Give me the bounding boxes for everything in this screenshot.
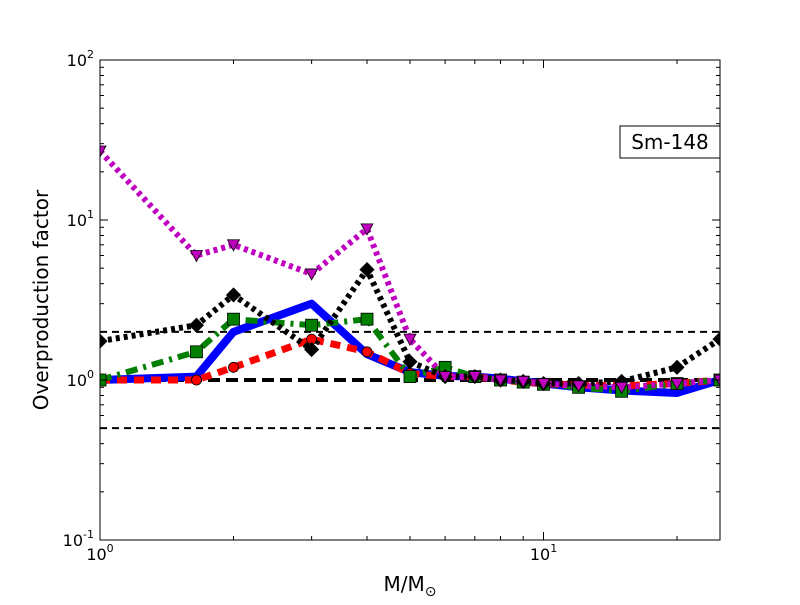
y-tick-label-1-base: 10 <box>67 211 87 230</box>
data-point-series-2-2 <box>191 374 202 386</box>
data-point-series-5-7 <box>438 371 452 384</box>
data-point-series-5-11 <box>536 378 551 391</box>
data-point-series-5-4 <box>304 268 319 281</box>
data-point-series-4-5 <box>359 262 375 278</box>
y-tick-label-0: 100 <box>67 368 94 390</box>
x-axis-label-main: M/M <box>384 572 425 596</box>
y-tick-label-0-exponent: 0 <box>87 368 94 381</box>
y-tick-label-2-exponent: 2 <box>87 48 94 61</box>
plot-background <box>100 60 720 540</box>
annotation-box: Sm-148 <box>619 125 721 159</box>
data-point-series-4-15 <box>712 331 720 347</box>
y-tick-label-2-base: 10 <box>67 51 87 70</box>
data-point-series-5-5 <box>360 223 374 236</box>
data-point-series-4-4 <box>304 341 320 358</box>
x-tick-label-1-base: 10 <box>530 545 550 564</box>
data-point-series-3-3 <box>227 312 240 326</box>
data-point-series-5-3 <box>226 239 241 252</box>
y-tick-label--1-exponent: -1 <box>83 528 94 541</box>
data-point-series-5-6 <box>403 333 417 346</box>
x-tick-label-0-base: 10 <box>86 545 106 564</box>
data-point-series-5-8 <box>468 371 482 384</box>
annotation-frame <box>619 125 721 159</box>
data-point-series-5-10 <box>516 376 530 389</box>
data-point-series-5-12 <box>571 380 586 393</box>
x-tick-label-1-exponent: 1 <box>550 542 557 555</box>
data-point-series-4-1 <box>100 333 108 349</box>
data-point-series-5-9 <box>493 374 508 387</box>
data-point-series-2-5 <box>361 346 373 358</box>
series-markers <box>100 145 720 398</box>
data-point-series-3-6 <box>403 370 417 384</box>
y-tick-label-0-base: 10 <box>67 371 87 390</box>
x-tick-label-1: 101 <box>530 542 557 564</box>
data-point-series-5-13 <box>614 381 629 395</box>
data-point-series-2-3 <box>228 361 239 373</box>
x-axis-label: M/M⊙ <box>384 572 437 600</box>
x-tick-label-0-exponent: 0 <box>107 542 114 555</box>
data-point-series-5-14 <box>670 378 684 391</box>
data-point-series-4-2 <box>188 317 205 333</box>
y-tick-label-2: 102 <box>67 48 94 70</box>
data-point-series-3-4 <box>305 318 319 332</box>
y-tick-label-1-exponent: 1 <box>87 208 94 221</box>
data-point-series-4-14 <box>669 359 685 375</box>
data-point-series-5-2 <box>189 250 204 263</box>
x-axis-label-subscript: ⊙ <box>425 584 437 600</box>
y-tick-label--1: 10-1 <box>63 528 94 550</box>
y-tick-label-1: 101 <box>67 208 94 230</box>
data-point-series-4-3 <box>225 287 242 303</box>
data-point-series-3-5 <box>360 312 374 326</box>
y-axis-label: Overproduction factor <box>29 189 53 410</box>
x-tick-label-0: 100 <box>86 542 113 564</box>
series-line-5 <box>100 148 720 391</box>
annotation-label: Sm-148 <box>631 130 709 154</box>
data-point-series-5-1 <box>100 145 107 158</box>
y-tick-label--1-base: 10 <box>63 531 83 550</box>
data-point-series-3-2 <box>190 345 203 359</box>
data-point-series-4-6 <box>402 354 418 370</box>
